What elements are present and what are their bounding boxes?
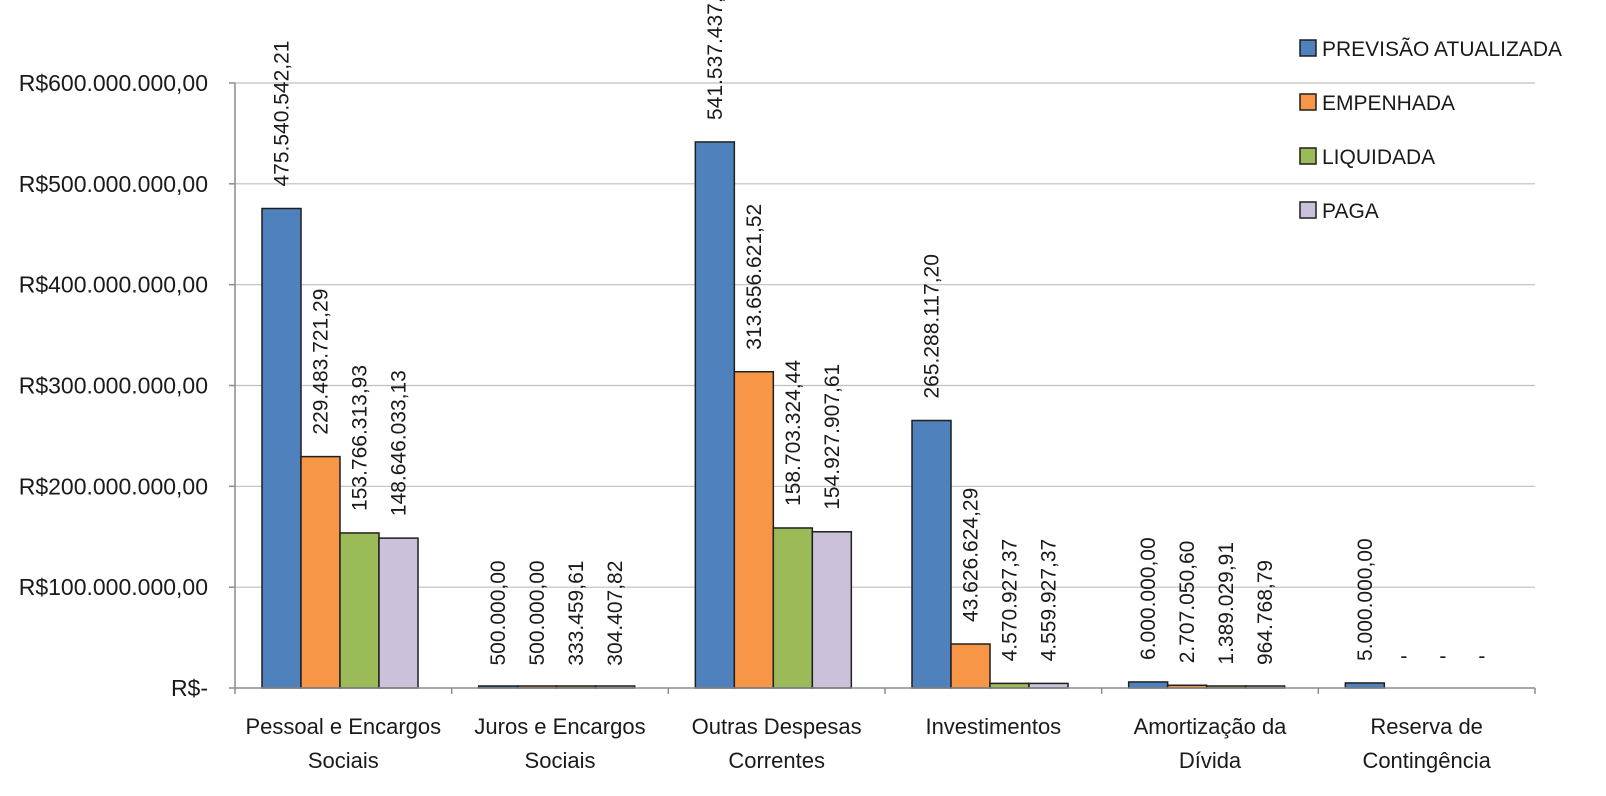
x-tick-label: Outras Despesas	[692, 714, 862, 739]
data-label: 154.927.907,61	[821, 364, 844, 510]
data-label: 6.000.000,00	[1137, 537, 1160, 660]
legend-label: PAGA	[1322, 200, 1379, 223]
data-label: 500.000,00	[487, 560, 510, 665]
legend-swatch	[1299, 93, 1317, 111]
data-label: -	[1478, 645, 1485, 668]
x-tick-label: Investimentos	[925, 714, 1061, 739]
x-tick-label: Contingência	[1362, 748, 1491, 773]
legend: PREVISÃO ATUALIZADA EMPENHADA LIQUIDADA PAG…	[1299, 37, 1562, 223]
y-tick-label: R$400.000.000,00	[19, 272, 208, 298]
legend-label: PREVISÃO ATUALIZADA	[1322, 37, 1562, 61]
x-tick-label: Amortização da	[1134, 714, 1288, 739]
data-label: 229.483.721,29	[310, 289, 333, 435]
data-label: 475.540.542,21	[271, 41, 294, 187]
x-tick-label: Pessoal e Encargos	[245, 714, 441, 739]
bars	[261, 141, 1386, 689]
bar	[339, 532, 380, 689]
data-label: 158.703.324,44	[782, 360, 805, 506]
data-label: 964.768,79	[1254, 560, 1277, 665]
legend-swatch	[1299, 39, 1317, 57]
x-tick-label: Sociais	[525, 748, 596, 773]
bar	[911, 419, 952, 689]
data-label: -	[1400, 645, 1407, 668]
y-axis: R$- R$100.000.000,00 R$200.000.000,00 R$300…	[19, 70, 236, 701]
y-tick-label: R$200.000.000,00	[19, 473, 208, 499]
y-tick-label: R$100.000.000,00	[19, 574, 208, 600]
x-axis: Pessoal e Encargos Sociais Juros e Encargo…	[234, 687, 1536, 773]
y-tick-label: R$-	[171, 675, 208, 701]
bar	[772, 527, 814, 689]
y-tick-label: R$300.000.000,00	[19, 373, 208, 399]
data-label: 5.000.000,00	[1354, 538, 1377, 661]
y-tick-label: R$500.000.000,00	[19, 171, 208, 197]
gridlines	[235, 82, 1535, 588]
data-label: 313.656.621,52	[743, 204, 766, 350]
data-label: 1.389.029,91	[1215, 542, 1238, 665]
data-label: 148.646.033,13	[388, 370, 411, 516]
bar	[261, 207, 302, 689]
x-tick-label: Juros e Encargos	[474, 714, 645, 739]
legend-label: LIQUIDADA	[1322, 146, 1435, 169]
bar	[811, 531, 853, 689]
bar	[950, 643, 991, 689]
data-label: 500.000,00	[526, 560, 549, 665]
bar	[378, 537, 419, 689]
x-tick-label: Reserva de	[1370, 714, 1483, 739]
y-tick-label: R$600.000.000,00	[19, 70, 208, 96]
data-label: 153.766.313,93	[349, 365, 372, 511]
data-label: 304.407,82	[604, 561, 627, 666]
data-label: 4.570.927,37	[999, 539, 1022, 662]
legend-swatch	[1299, 147, 1317, 165]
x-tick-label: Correntes	[728, 748, 825, 773]
data-label: 2.707.050,60	[1176, 541, 1199, 664]
data-label: 43.626.624,29	[960, 488, 983, 622]
x-tick-label: Sociais	[308, 748, 379, 773]
legend-swatch	[1299, 201, 1317, 219]
bar	[1344, 682, 1386, 689]
bar	[733, 370, 775, 689]
data-label: 4.559.927,37	[1038, 539, 1061, 662]
bar	[694, 141, 736, 689]
data-label: 265.288.117,20	[921, 254, 944, 398]
bar	[1127, 681, 1169, 689]
data-label: 541.537.437,52	[704, 0, 727, 120]
x-tick-label: Dívida	[1179, 748, 1242, 773]
data-label: 333.459,61	[565, 561, 588, 666]
bar	[300, 455, 341, 689]
data-labels: 475.540.542,21 229.483.721,29 153.766.313,…	[271, 0, 1486, 668]
legend-label: EMPENHADA	[1322, 92, 1455, 115]
data-label: -	[1439, 645, 1446, 668]
